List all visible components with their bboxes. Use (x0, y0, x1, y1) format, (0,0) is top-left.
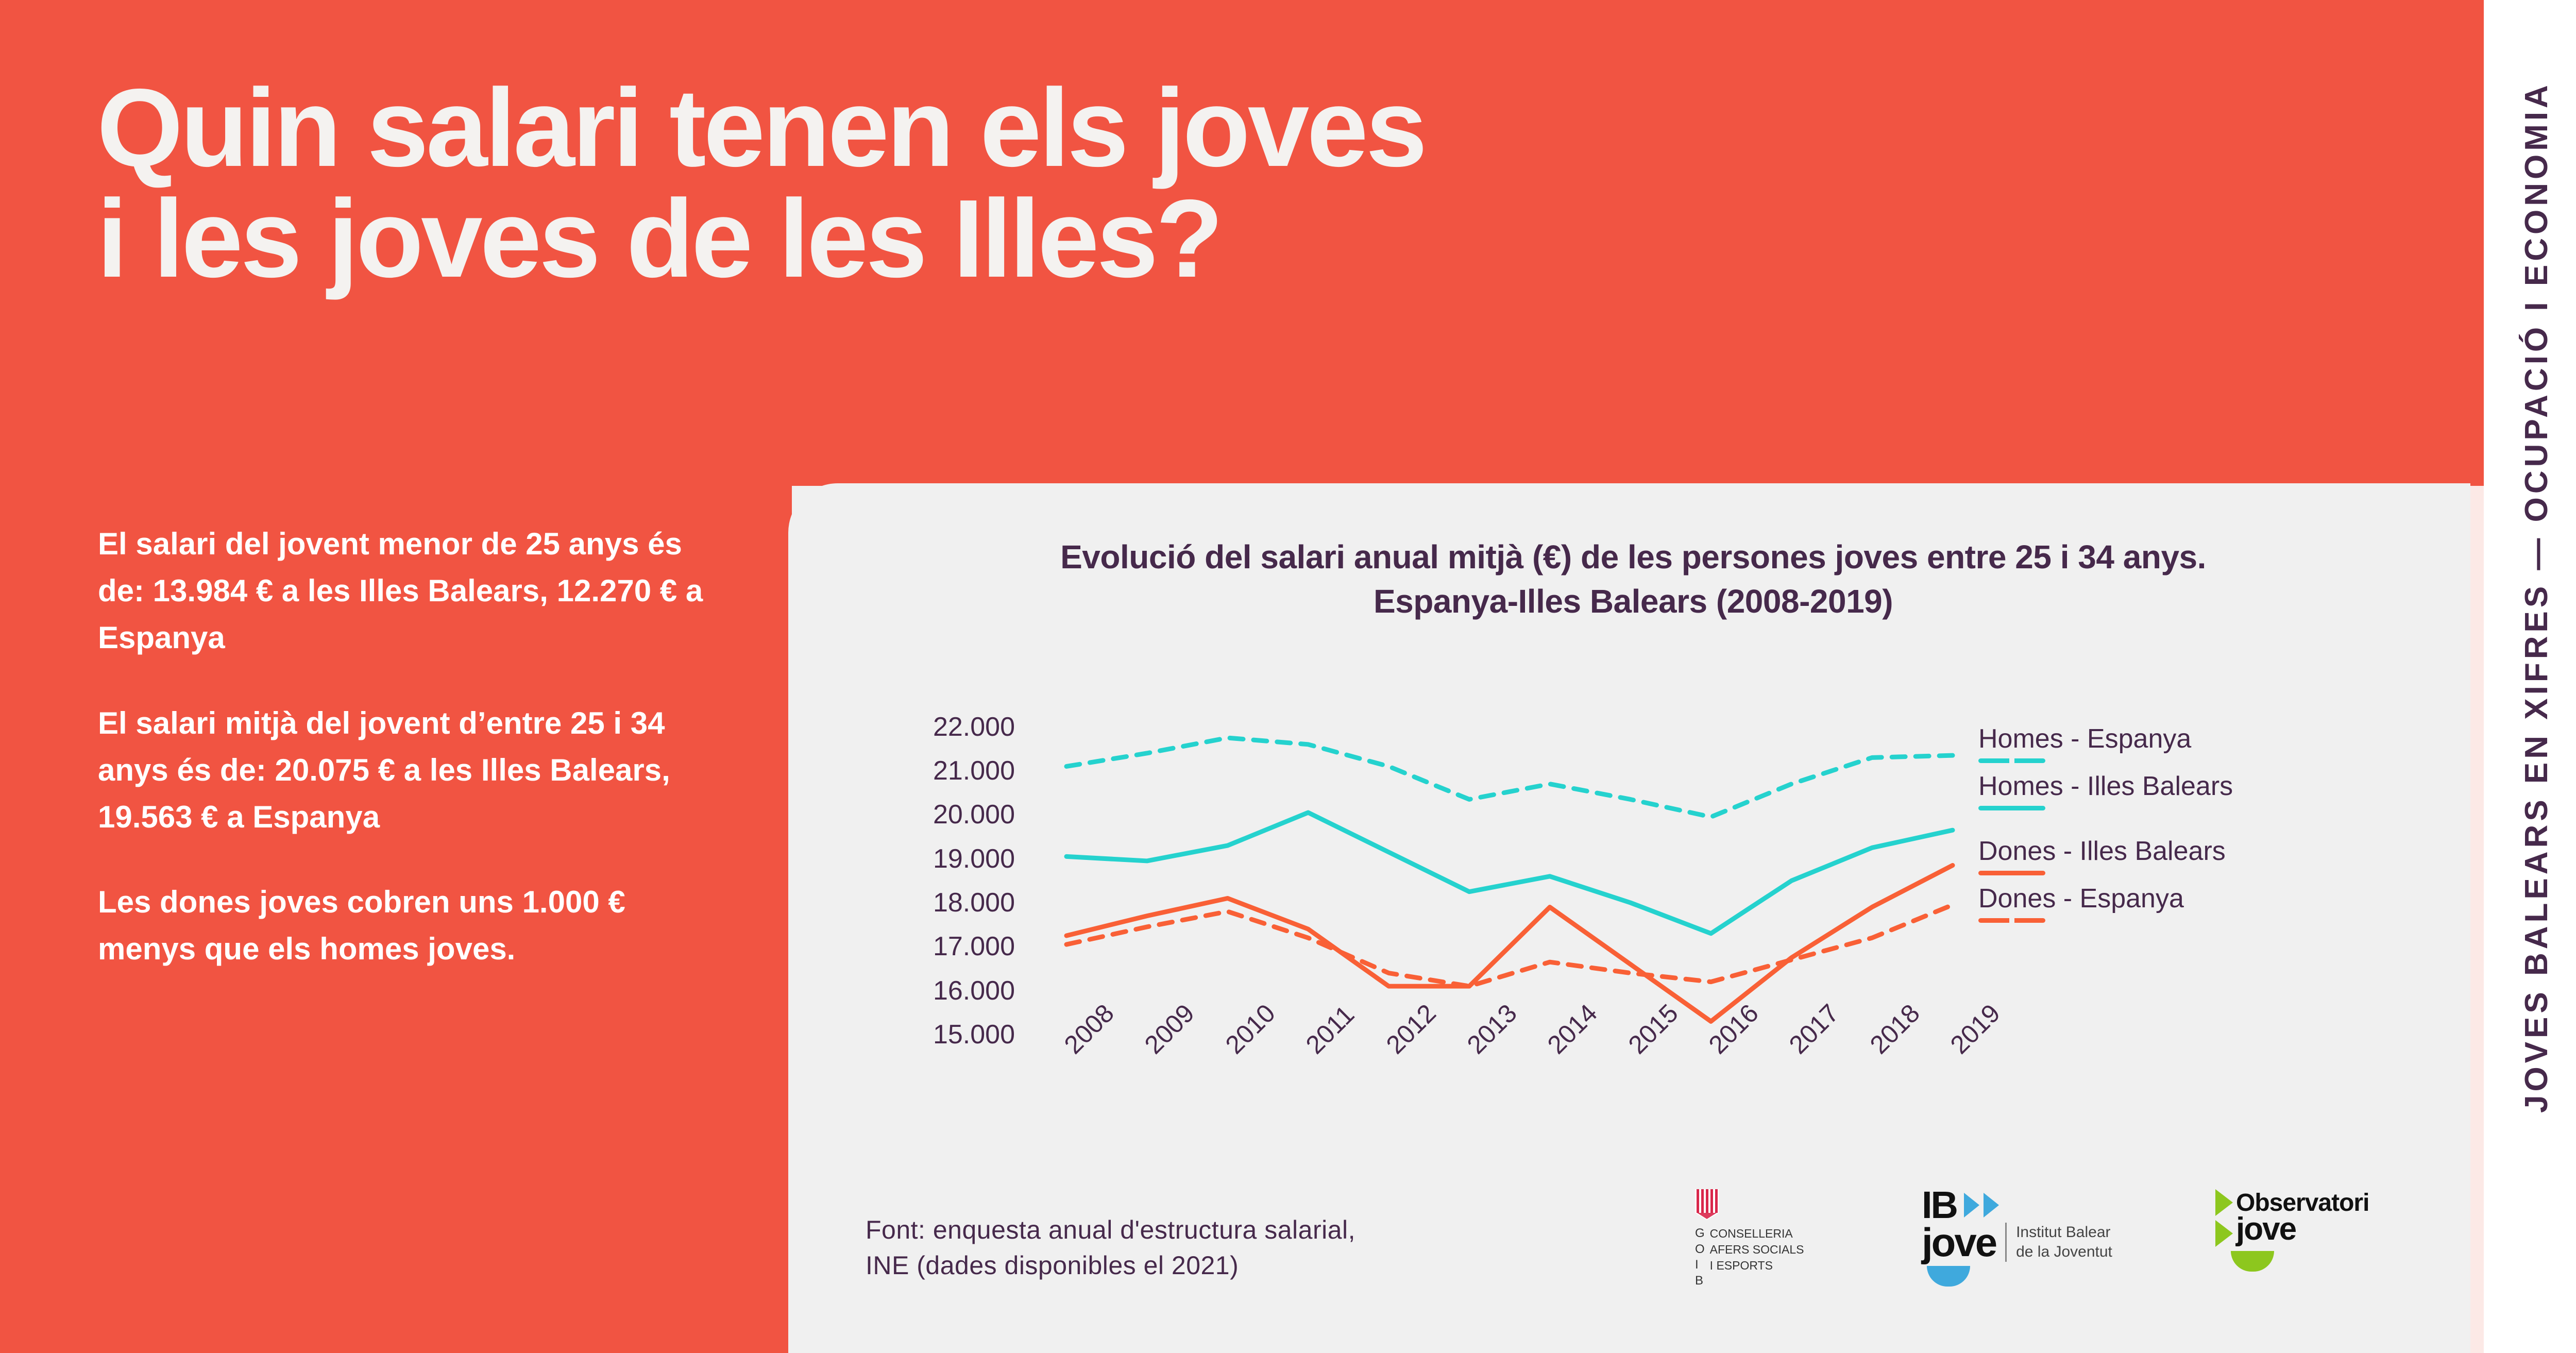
series-line-2 (1064, 862, 1955, 1024)
fact-under-25: El salari del jovent menor de 25 anys és… (98, 527, 703, 655)
rail-label: JOVES BALEARS EN XIFRES — OCUPACIÓ I ECO… (2519, 81, 2554, 1113)
chart-title: Evolució del salari anual mitjà (€) de l… (860, 535, 2406, 624)
y-tick-18000: 18.000 (933, 888, 1015, 918)
goib-department-name: CONSELLERIA AFERS SOCIALS I ESPORTS (1710, 1226, 1804, 1273)
series-line-1 (1064, 810, 1955, 936)
x-axis-tick-labels: 2008 2009 2010 2011 2012 2013 2014 2015 2016 2017… (1056, 999, 2006, 1142)
goib-word-2: I ESPORTS (1709, 1258, 1773, 1272)
legend-label-3: Dones - Espanya (1978, 884, 2184, 914)
goib-letter-0: G (1695, 1226, 1705, 1240)
headline-line-2: i les joves de les Illes? (97, 176, 1224, 300)
legend-label-1: Homes - Illes Balears (1978, 771, 2233, 801)
side-rail: JOVES BALEARS EN XIFRES — OCUPACIÓ I ECO… (2470, 0, 2576, 1353)
goib-word-0: CONSELLERIA (1709, 1227, 1793, 1240)
goib-letter-1: O (1695, 1242, 1705, 1256)
ibjove-subtitle-line-2: de la Joventut (2016, 1243, 2112, 1260)
chart-title-line-2: Espanya-Illes Balears (2008-2019) (1373, 583, 1893, 620)
series-line-3 (1064, 902, 1955, 989)
goib-letter-3: B (1695, 1274, 1704, 1288)
legend-swatch-0 (1978, 758, 2045, 763)
legend-swatch-1 (1978, 806, 2045, 810)
series-line-0 (1064, 735, 1955, 820)
y-tick-20000: 20.000 (933, 800, 1015, 830)
observatori-jove-logo: Observatori jove (2215, 1189, 2432, 1272)
ibjove-arrows-icon (1964, 1193, 1999, 1218)
ibjove-subtitle: Institut Balear de la Joventut (2016, 1223, 2112, 1261)
observatori-arrows-icon (2215, 1189, 2233, 1247)
ibjove-logo: IB jove Institut Balear de la Joventut (1922, 1183, 2190, 1287)
legend-item-1[interactable]: Homes - Illes Balears (1978, 773, 2233, 810)
source-note: Font: enquesta anual d'estructura salari… (866, 1212, 1638, 1283)
rail-stripe-bottom (2470, 486, 2484, 1353)
legend-item-3[interactable]: Dones - Espanya (1978, 885, 2184, 923)
red-left-panel (0, 0, 792, 1353)
y-tick-21000: 21.000 (933, 756, 1015, 786)
ibjove-mark-ib: IB (1922, 1183, 1958, 1226)
legend-item-0[interactable]: Homes - Espanya (1978, 725, 2191, 763)
ibjove-mark-jove: jove (1922, 1219, 1997, 1265)
source-line-2: INE (dades disponibles el 2021) (866, 1251, 1239, 1280)
y-tick-16000: 16.000 (933, 975, 1015, 1006)
legend-item-2[interactable]: Dones - Illes Balears (1978, 838, 2226, 875)
observatori-word-1: Observatori (2236, 1189, 2369, 1216)
y-tick-17000: 17.000 (933, 932, 1015, 962)
y-tick-19000: 19.000 (933, 843, 1015, 874)
goib-shield-icon (1695, 1189, 1719, 1220)
fact-gender-gap: Les dones joves cobren uns 1.000 € menys… (98, 885, 625, 967)
y-tick-22000: 22.000 (933, 712, 1015, 742)
ibjove-smile-icon (1927, 1265, 1970, 1287)
chart-panel: Evolució del salari anual mitjà (€) de l… (788, 483, 2472, 1353)
fact-25-34: El salari mitjà del jovent d’entre 25 i … (98, 705, 670, 834)
ibjove-subtitle-line-1: Institut Balear (2016, 1224, 2111, 1241)
goib-letter-2: I (1695, 1258, 1699, 1272)
y-tick-15000: 15.000 (933, 1020, 1015, 1050)
plot-area: 22.000 21.000 20.000 19.000 18.000 17.000 16.0… (788, 705, 2472, 1066)
chart-title-line-1: Evolució del salari anual mitjà (€) de l… (1060, 538, 2206, 576)
observatori-smile-icon (2231, 1251, 2274, 1272)
page-title: Quin salari tenen els joves i les joves … (97, 72, 2055, 294)
goib-word-1: AFERS SOCIALS (1709, 1242, 1804, 1256)
source-line-1: Font: enquesta anual d'estructura salari… (866, 1215, 1356, 1244)
line-chart-svg (1064, 735, 1955, 1024)
observatori-word-2: jove (2236, 1211, 2297, 1247)
legend-label-2: Dones - Illes Balears (1978, 836, 2226, 866)
key-facts: El salari del jovent menor de 25 anys és… (98, 520, 706, 973)
legend-swatch-2 (1978, 871, 2045, 875)
headline-line-1: Quin salari tenen els joves (97, 65, 1428, 190)
rail-stripe-top (2470, 0, 2484, 486)
legend-label-0: Homes - Espanya (1978, 724, 2192, 754)
legend-swatch-3 (1978, 918, 2045, 923)
ibjove-divider (2005, 1222, 2007, 1262)
